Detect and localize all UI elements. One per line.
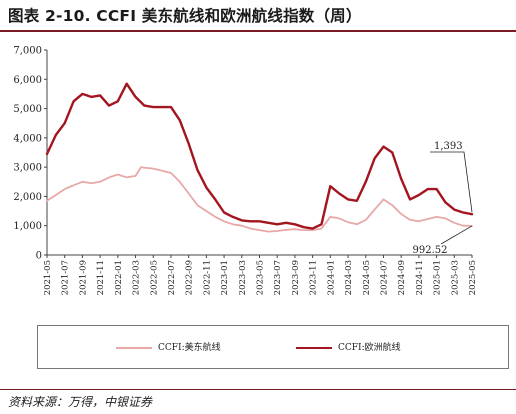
x-tick-label: 2023-11	[309, 260, 319, 295]
y-tick-label: 4,000	[13, 133, 42, 144]
x-tick-label: 2025-03	[450, 260, 460, 295]
x-tick-label: 2023-07	[273, 260, 283, 295]
x-tick-label: 2021-09	[78, 260, 88, 295]
x-tick-label: 2025-01	[433, 260, 443, 295]
chart-title: 图表 2-10. CCFI 美东航线和欧洲航线指数（周）	[8, 7, 362, 25]
series-line-us-east	[46, 166, 473, 233]
legend-label-us-east: CCFI:美东航线	[158, 343, 221, 353]
chart-legend: CCFI:美东航线 CCFI:欧洲航线	[37, 325, 509, 369]
x-tick-label: 2023-03	[238, 260, 248, 295]
x-tick-label: 2024-07	[379, 260, 389, 295]
x-tick-label: 2022-03	[132, 260, 142, 295]
legend-swatch-europe	[296, 347, 332, 349]
y-tick-label: 6,000	[13, 75, 42, 86]
x-tick-label: 2022-11	[202, 260, 212, 295]
y-tick-label: 3,000	[13, 163, 42, 174]
x-tick-label: 2023-09	[291, 260, 301, 295]
x-tick-label: 2024-01	[326, 260, 336, 295]
y-tick-label: 5,000	[13, 104, 42, 115]
x-tick-label: 2023-05	[256, 260, 266, 295]
x-tick-label: 2024-11	[415, 260, 425, 295]
x-tick-label: 2024-05	[362, 260, 372, 295]
y-tick-label: 0	[36, 251, 42, 262]
x-tick-label: 2023-01	[220, 260, 230, 295]
x-tick-label: 2021-07	[61, 260, 71, 295]
y-tick-label: 2,000	[13, 192, 42, 203]
annotation-us-east-value: 992.52	[413, 245, 448, 256]
series-line-europe	[45, 82, 474, 230]
x-tick-label: 2024-09	[397, 260, 407, 295]
x-tick-label: 2024-03	[344, 260, 354, 295]
x-tick-label: 2021-11	[96, 260, 106, 295]
x-tick-label: 2022-05	[149, 260, 159, 295]
x-tick-label: 2022-09	[185, 260, 195, 295]
x-tick-label: 2025-05	[468, 260, 478, 295]
source-divider	[0, 389, 516, 390]
legend-label-europe: CCFI:欧洲航线	[338, 343, 401, 353]
title-divider	[0, 30, 516, 32]
line-chart: 0 1,000 2,000 3,000 4,000 5,000 6,000 7,000 2021…	[13, 46, 478, 296]
y-tick-label: 7,000	[13, 46, 42, 57]
annotation-leader-europe	[430, 151, 473, 213]
annotation-europe-value: 1,393	[434, 141, 463, 152]
x-tick-label: 2022-07	[167, 260, 177, 295]
source-note: 资料来源：万得，中银证券	[8, 395, 153, 409]
legend-swatch-us-east	[116, 347, 152, 349]
x-tick-label: 2021-05	[43, 260, 53, 295]
y-tick-label: 1,000	[13, 221, 42, 232]
annotation-leader-us-east	[440, 225, 473, 245]
x-tick-label: 2022-01	[114, 260, 124, 295]
